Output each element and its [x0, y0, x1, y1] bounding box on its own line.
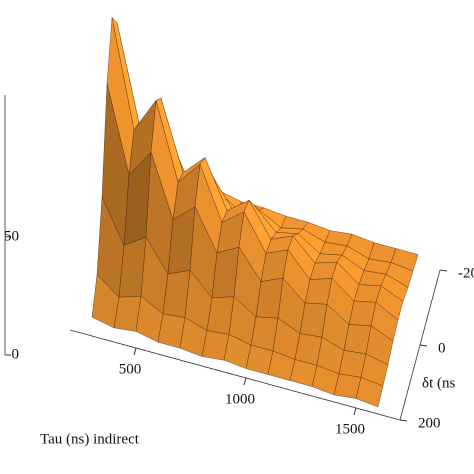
x-tick-label: 500 [119, 361, 142, 377]
surface [91, 16, 419, 408]
y-tick [439, 269, 448, 272]
x-axis-label: Tau (ns) indirect [40, 431, 140, 447]
x-tick-label: 1500 [335, 421, 365, 437]
x-tick [353, 407, 357, 416]
x-tick-label: 1000 [225, 391, 255, 407]
x-axis [69, 329, 401, 421]
surface-patch [280, 215, 309, 230]
y-axis-label: δt (ns [422, 375, 455, 391]
y-tick [399, 419, 408, 422]
z-tick-label: 50 [4, 228, 19, 244]
y-tick-label: 0 [438, 340, 446, 356]
z-tick-label: 0 [12, 346, 20, 362]
y-tick-label: -200 [458, 265, 474, 281]
y-tick-label: 200 [418, 415, 441, 431]
x-tick [133, 347, 137, 356]
y-tick [419, 344, 428, 347]
surface-patch [355, 377, 384, 408]
x-tick [243, 377, 247, 386]
